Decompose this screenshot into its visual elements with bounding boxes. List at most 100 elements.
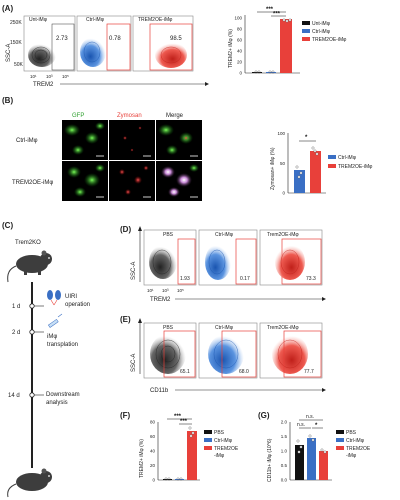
- b-bar-ytick-0: 0: [282, 191, 285, 196]
- a-bar-ylabel: TREM2+ iMφ (%): [228, 29, 234, 68]
- f-ytick-20: 20: [150, 463, 156, 468]
- a-flow-plot-unt: Unt-iMφ 2.73: [23, 15, 76, 72]
- f-sig-1: ***: [174, 414, 182, 420]
- f-bar-ctrl: [175, 479, 184, 480]
- a-bar-ytick-80: 80: [237, 27, 243, 32]
- f-legend-trem2oe: TREM2OE: [214, 446, 239, 452]
- g-bar-pbs: [295, 445, 304, 480]
- f-ytick-0: 0: [152, 478, 155, 483]
- g-sig-ns-1: n.s.: [306, 414, 314, 420]
- b-header-gfp: GFP: [72, 113, 84, 119]
- d-flow-title-ctrl: Ctrl-iMφ: [215, 232, 234, 238]
- panel-c-label: (C): [2, 221, 13, 230]
- g-sig-ns-2: n.s.: [297, 422, 305, 428]
- mouse-icon-bottom: [7, 468, 52, 498]
- a-xtick-5: 10⁵: [62, 74, 69, 79]
- f-ytick-40: 40: [150, 449, 156, 454]
- g-legend-ctrl: Ctrl-iMφ: [346, 438, 365, 444]
- b-sig: *: [305, 135, 308, 141]
- f-ylabel: TREM2+ iMφ (%): [139, 439, 145, 478]
- panel-e-label: (E): [120, 315, 131, 324]
- a-flow-title-ctrl: Ctrl-iMφ: [86, 17, 105, 23]
- a-flow-value-trem2oe: 98.5: [170, 36, 182, 42]
- d-flow-value-pbs: 1.93: [180, 276, 190, 282]
- c-mouse-label: Trem2KO: [15, 240, 41, 246]
- f-legend: PBS Ctrl-iMφ TREM2OE -iMφ: [204, 430, 239, 459]
- g-legend-pbs: PBS: [346, 430, 357, 436]
- b-bar-chart: 0 50 100 Zymosan+ iMφ (%) *: [270, 131, 326, 196]
- a-x-arrowhead: [205, 82, 209, 86]
- c-step1-text: UIRI: [65, 294, 77, 300]
- syringe-icon: [47, 313, 63, 328]
- c-step2-text: iMφ: [47, 334, 57, 340]
- b-header-zymosan: Zymosan: [117, 113, 142, 119]
- panel-g-label: (G): [258, 411, 270, 420]
- g-ylabel: CD11b+ iMφ (10^6): [267, 438, 273, 482]
- d-flow-title-trem2oe: Trem2OE-iMφ: [267, 232, 299, 238]
- a-flow-plot-trem2oe: TREM2OE-iMφ 98.5: [132, 15, 194, 72]
- a-flow-value-ctrl: 0.78: [109, 36, 121, 42]
- a-bar-chart: 0 20 40 60 80 100 TREM2+ iMφ (%) *** ***: [228, 7, 300, 76]
- g-sig-star: *: [315, 423, 318, 429]
- b-row-trem2oe: TREM2OE-iMφ: [12, 180, 53, 186]
- a-legend-unt: Unt-iMφ: [312, 21, 331, 27]
- f-sig-2: ***: [180, 419, 188, 425]
- g-ytick-0: 0.0: [281, 478, 288, 483]
- b-legend-trem2oe: TREM2OE-iMφ: [338, 164, 373, 170]
- a-sig-2: ***: [273, 12, 281, 18]
- b-tile-ctrl-zymosan: [109, 120, 155, 160]
- a-legend-ctrl: Ctrl-iMφ: [312, 29, 331, 35]
- g-ytick-20: 2.0: [281, 420, 288, 425]
- c-step3-text: Downstream: [46, 392, 80, 398]
- d-flow-plot-pbs: PBS 1.93: [143, 229, 197, 286]
- a-ylabel: SSC-A: [6, 44, 12, 62]
- c-day-1: 1 d: [12, 304, 20, 310]
- kidney-icon: [47, 290, 61, 306]
- c-day-2: 2 d: [12, 330, 20, 336]
- g-bar-trem2oe: [319, 451, 328, 480]
- a-bar-ytick-20: 20: [237, 60, 243, 65]
- b-bar-trem2oe: [310, 151, 321, 193]
- e-flow-plot-trem2oe: Trem2OE-iMφ 77.7: [259, 322, 323, 379]
- d-flow-plot-ctrl: Ctrl-iMφ 0.17: [198, 229, 258, 286]
- d-flow-plot-trem2oe: Trem2OE-iMφ 73.3: [259, 229, 323, 286]
- a-bar-ytick-0: 0: [239, 71, 242, 76]
- a-bar-trem2oe: [280, 19, 292, 73]
- e-flow-value-pbs: 65.1: [180, 369, 190, 375]
- b-legend-ctrl: Ctrl-iMφ: [338, 155, 357, 161]
- c-day-14: 14 d: [8, 393, 20, 399]
- g-ytick-05: 0.5: [281, 463, 288, 468]
- b-micrographs: [62, 120, 202, 201]
- a-ytick-150k: 150K: [10, 40, 22, 46]
- panel-d-label: (D): [120, 225, 131, 234]
- b-bar-ytick-100: 100: [277, 131, 285, 136]
- g-legend: PBS Ctrl-iMφ TREM2OE -iMφ: [336, 430, 371, 459]
- a-xlabel: TREM2: [33, 82, 54, 88]
- d-xtick-3: 10³: [162, 288, 169, 293]
- panel-b-label: (B): [2, 96, 13, 105]
- a-bar-ytick-60: 60: [237, 38, 243, 43]
- panel-a-label: (A): [2, 4, 13, 13]
- g-bar-ctrl: [307, 438, 316, 480]
- a-flow-value-unt: 2.73: [56, 36, 68, 42]
- f-bar-trem2oe: [187, 431, 197, 480]
- e-flow-title-trem2oe: Trem2OE-iMφ: [267, 325, 299, 331]
- d-xtick-1: 10¹: [147, 288, 154, 293]
- panel-f-label: (F): [120, 411, 131, 420]
- e-flow-title-pbs: PBS: [163, 325, 174, 331]
- a-sig-1: ***: [266, 7, 274, 13]
- a-flow-plot-ctrl: Ctrl-iMφ 0.78: [76, 15, 132, 72]
- b-row-ctrl: Ctrl-iMφ: [16, 138, 38, 144]
- g-ytick-15: 1.5: [281, 434, 288, 439]
- f-ytick-60: 60: [150, 434, 156, 439]
- b-bar-ytick-50: 50: [280, 161, 286, 166]
- c-step3-text2: analysis: [46, 400, 68, 406]
- g-bar-chart: 0.0 0.5 1.0 1.5 2.0 CD11b+ iMφ (10^6) n.…: [267, 414, 332, 483]
- f-legend-trem2oe-2: -iMφ: [214, 453, 225, 459]
- e-flow-value-trem2oe: 77.7: [304, 369, 314, 375]
- a-flow-title-unt: Unt-iMφ: [29, 17, 48, 23]
- d-flow-value-ctrl: 0.17: [240, 276, 250, 282]
- b-header-merge: Merge: [166, 113, 184, 119]
- e-flow-value-ctrl: 68.0: [239, 369, 249, 375]
